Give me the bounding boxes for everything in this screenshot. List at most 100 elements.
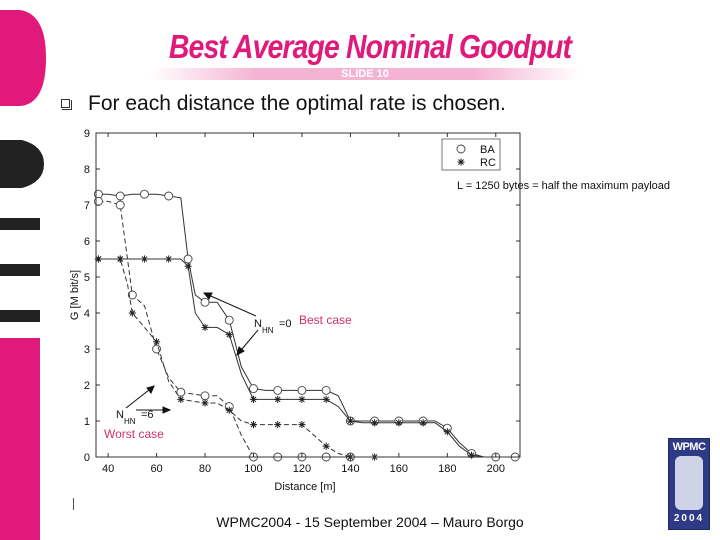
data-point [419, 419, 427, 427]
bullet-square-icon [61, 99, 72, 110]
data-point [443, 428, 451, 436]
nhn0-label: N HN =0 [254, 318, 292, 335]
data-point [201, 399, 209, 407]
data-point [116, 255, 124, 263]
data-point [298, 421, 306, 429]
legend-star-marker [457, 158, 465, 166]
legend: BA RC [441, 138, 501, 171]
x-tick-label: 140 [341, 463, 359, 475]
nhn0-n: N [254, 318, 262, 330]
logo-portrait-icon [675, 456, 703, 510]
y-tick-label: 4 [84, 308, 90, 320]
y-axis-label: G [M bit/s] [69, 270, 81, 320]
nhn0-sub: HN [262, 326, 274, 335]
legend-circle-marker [456, 144, 466, 154]
data-point [371, 419, 379, 427]
legend-box [441, 138, 501, 171]
side-decoration-curve [0, 140, 44, 188]
logo-top-text: WPMC [672, 441, 706, 453]
payload-annotation: L = 1250 bytes = half the maximum payloa… [457, 180, 670, 192]
y-tick-label: 3 [84, 344, 90, 356]
data-point [395, 419, 403, 427]
y-tick-label: 6 [84, 236, 90, 248]
x-tick-label: 60 [150, 463, 162, 475]
data-point [183, 254, 193, 264]
data-point [225, 331, 233, 339]
side-decoration-bar-2 [0, 264, 40, 276]
data-point [200, 297, 210, 307]
y-tick-label: 2 [84, 380, 90, 392]
data-point [249, 421, 258, 429]
nhn0-value: =0 [279, 318, 292, 330]
data-point [115, 191, 125, 201]
series-1 [94, 255, 484, 459]
x-tick-label: 80 [199, 463, 211, 475]
side-decoration [0, 10, 46, 540]
x-axis-label: Distance [m] [274, 481, 335, 493]
data-point [140, 255, 149, 263]
footer-tick [73, 498, 74, 510]
x-tick-label: 200 [487, 463, 505, 475]
y-tick-label: 9 [84, 128, 90, 140]
series-line-1 [98, 258, 484, 458]
slide-title: Best Average Nominal Goodput [168, 28, 572, 65]
wpmc-logo: WPMC 2004 [668, 438, 710, 530]
data-point [321, 385, 331, 395]
y-tick-label: 7 [84, 200, 90, 212]
data-point [165, 255, 173, 263]
legend-label-rc: RC [480, 157, 496, 169]
x-tick-label: 100 [244, 463, 262, 475]
y-tick-label: 5 [84, 272, 90, 284]
data-point [127, 290, 137, 300]
arrow-nhn0-head-a [202, 292, 213, 300]
legend-marker-rc [457, 158, 465, 166]
side-decoration-pink [0, 10, 46, 106]
data-point [346, 417, 354, 425]
chart-frame [95, 132, 521, 458]
data-point [298, 395, 306, 403]
y-tick-label: 1 [84, 416, 90, 428]
data-point [274, 395, 282, 403]
data-point [152, 338, 161, 346]
y-tick-label: 8 [84, 164, 90, 176]
data-point [249, 384, 258, 394]
data-point [164, 191, 174, 201]
data-point [128, 309, 136, 317]
data-point [225, 406, 233, 414]
side-decoration-bar-1 [0, 218, 40, 230]
data-point [224, 315, 234, 325]
chart-ticks: 40 60 80 100 120 140 160 180 200 0 1 2 3 4 5 6 7 8 9 [84, 128, 520, 475]
logo-bottom-text: 2004 [673, 513, 705, 524]
data-point [273, 385, 283, 395]
data-point [467, 451, 476, 459]
data-point [184, 262, 192, 270]
data-point [115, 200, 125, 210]
data-point [152, 344, 162, 354]
arrow-nhn6-head-b [162, 406, 172, 414]
slide-number: SLIDE 10 [341, 68, 389, 80]
data-point [274, 421, 282, 429]
arrow-nhn6-head-a [146, 385, 155, 394]
series-line-2 [98, 200, 351, 458]
annotation-arrows [125, 292, 259, 414]
legend-marker-ba [456, 144, 466, 154]
data-point [177, 395, 185, 403]
arrow-nhn0-head-b [236, 346, 245, 357]
y-tick-label: 0 [84, 452, 90, 464]
side-decoration-bar-3 [0, 310, 40, 322]
bullet-text: For each distance the optimal rate is ch… [88, 92, 506, 115]
best-case-label: Best case [299, 313, 352, 327]
nhn6-n: N [116, 409, 124, 421]
x-tick-label: 180 [438, 463, 456, 475]
worst-case-label: Worst case [104, 427, 164, 441]
data-point [322, 395, 330, 403]
side-decoration-stem [0, 338, 40, 540]
legend-label-ba: BA [480, 144, 495, 156]
data-point [140, 189, 149, 199]
x-tick-label: 120 [293, 463, 311, 475]
slide-number-bar [150, 68, 580, 80]
data-point [297, 385, 307, 395]
x-tick-label: 160 [390, 463, 408, 475]
